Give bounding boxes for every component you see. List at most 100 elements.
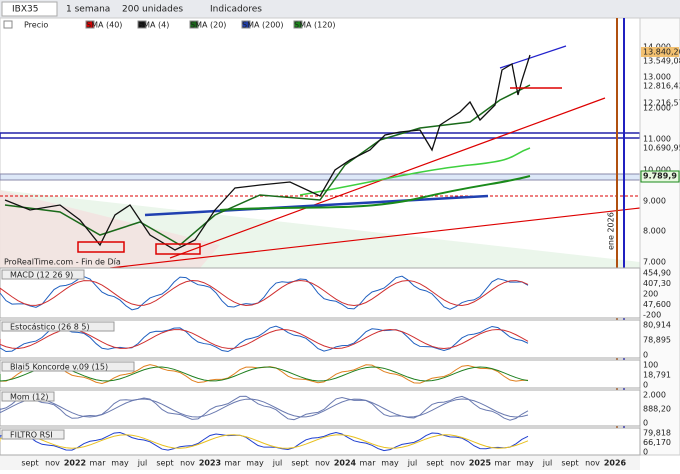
x-axis-label: sept [561,459,578,468]
price-label: 11.000 [643,135,671,144]
indicator-line [0,280,529,307]
price-label: 10.690,95 [643,144,680,153]
symbol-box[interactable] [1,1,58,17]
price-label: 12.216,57 [643,99,680,108]
x-axis-label: mar [495,459,512,468]
x-axis-label: 2022 [64,459,86,468]
price-label: 12.000 [643,104,671,113]
panel-axis-label: 100 [643,361,658,370]
panel-title: FILTRO RSI [10,431,53,440]
panel-axis-label: 18,791 [643,371,671,380]
toolbar [0,0,680,18]
panel-axis-label: 2.000 [643,391,666,400]
vertical-label: ene 2026 [607,212,616,250]
x-axis-label: jul [407,459,418,468]
indicator-line [0,366,529,382]
panel-axis-label: -200 [643,311,661,320]
panel-title: MACD (12 26 9) [10,271,73,280]
price-label: 12.816,43 [643,82,680,91]
x-axis-label: nov [180,459,195,468]
x-axis-label: sept [21,459,38,468]
x-axis-label: sept [426,459,443,468]
panel-axis-label: 200 [643,290,658,299]
legend-swatch [189,20,199,29]
annotation-box [77,241,125,253]
price-tag [641,47,679,57]
x-axis-label: 2023 [199,459,221,468]
panel-title: Estocástico (26 8 5) [10,323,90,332]
indicator-line [0,398,529,418]
x-axis [0,455,640,470]
x-axis-label: jul [542,459,553,468]
trendline [109,207,641,269]
x-axis-label: sept [156,459,173,468]
panel-axis-label: 0 [643,351,648,360]
price-label: 9.789,9 [643,172,677,181]
indicator-line [0,328,529,350]
panel-axis-label: 407,30 [643,279,671,288]
period[interactable]: 1 semana [66,5,110,15]
sma-120 [219,175,531,211]
legend-entry: SMA (20) [190,21,226,30]
legend-swatch [241,20,251,29]
x-axis-label: may [516,459,534,468]
indicator-line [0,434,529,449]
panel-axis-label: 66,170 [643,438,671,447]
legend-swatch [293,20,303,29]
price [4,54,531,251]
indicator-panel [0,267,641,319]
price-label: 13.000 [643,73,671,82]
x-axis-label: mar [225,459,242,468]
legend-entry: SMA (120) [294,21,336,30]
x-axis-label: jul [137,459,148,468]
panel-title-box [1,269,85,280]
price-label: 13.549,08 [643,57,680,66]
price-label: 7.000 [643,258,666,267]
x-axis-label: 2026 [604,459,627,468]
symbol[interactable]: IBX35 [12,5,38,15]
panel-title-box [1,321,115,332]
panel-axis-label: 454,90 [643,269,671,278]
indicator-line [0,325,529,353]
legend-entry: SMA (200) [242,21,284,30]
axis-area [639,17,680,456]
indicator-panel [0,359,641,389]
legend-swatch [137,20,147,29]
panel-axis-label: 79,818 [643,429,671,438]
indicator-line [0,431,529,452]
x-axis-label: nov [45,459,60,468]
panel-axis-label: 78,895 [643,336,671,345]
price-label: 13.840,20 [643,48,680,57]
panel-title: Mom (12) [10,393,49,402]
annotation-box [155,243,201,255]
price-tag [640,170,680,183]
price-label: 9.000 [643,197,666,206]
x-axis-label: nov [315,459,330,468]
panel-title-box [1,391,55,402]
panel-title-box [1,361,135,372]
panel-axis-label: 0 [643,419,648,428]
units[interactable]: 200 unidades [122,5,183,15]
x-axis-label: may [111,459,129,468]
price-label: 8.000 [643,227,666,236]
watermark: ProRealTime.com - Fin de Día [4,258,121,267]
indicator-line [0,275,529,311]
legend-entry: Precio [24,21,48,30]
panel-axis-label: 0 [643,448,648,457]
x-axis-label: jul [272,459,283,468]
panel-axis-label: 0 [643,381,648,390]
x-axis-label: sept [291,459,308,468]
panel-title-box [1,429,65,440]
price-label: 10.000 [643,166,671,175]
x-axis-label: mar [90,459,107,468]
legend-swatch [3,20,13,29]
panel-axis-label: 80,914 [643,321,671,330]
zone [0,173,641,181]
x-axis-label: may [381,459,399,468]
legend-entry: SMA (40) [86,21,122,30]
panel-axis-label: 888,20 [643,405,671,414]
indicators[interactable]: Indicadores [210,5,262,15]
sma-200 [144,194,489,217]
panel-title: Blai5 Koncorde v.09 (15) [10,363,108,372]
